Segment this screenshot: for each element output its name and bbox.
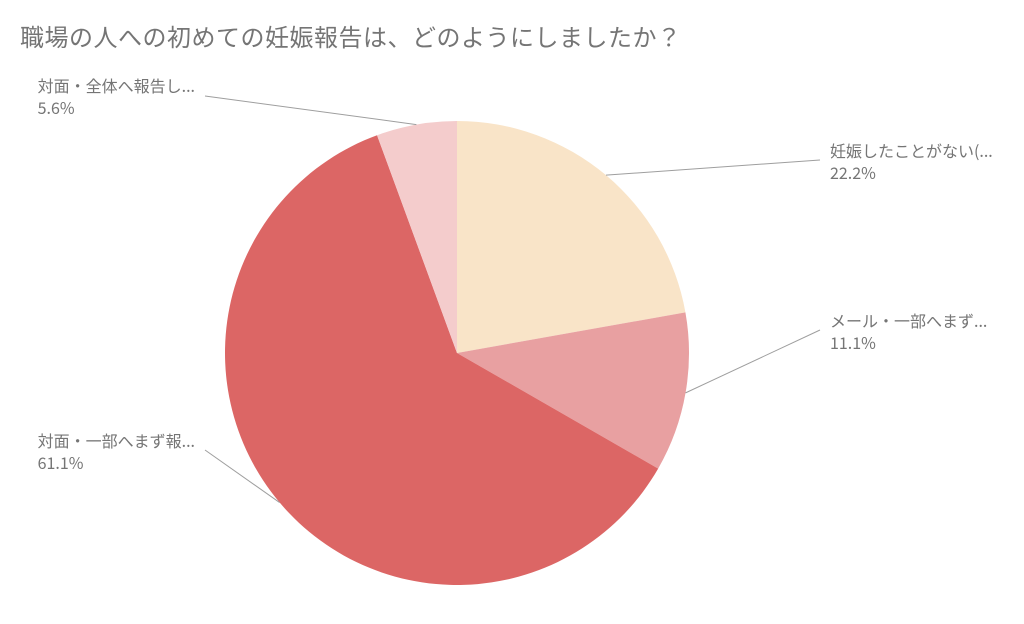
slice-label-percent: 61.1% xyxy=(38,452,195,474)
slice-label-text: 対面・全体へ報告し... xyxy=(38,75,195,97)
slice-label: メール・一部へまず...11.1% xyxy=(830,310,987,353)
pie-slice xyxy=(457,121,685,353)
slice-label-percent: 11.1% xyxy=(830,332,987,354)
slice-label-text: 妊娠したことがない(... xyxy=(830,140,993,162)
slice-label: 対面・一部へまず報...61.1% xyxy=(38,430,195,473)
slice-label-percent: 22.2% xyxy=(830,162,993,184)
slice-label-text: 対面・一部へまず報... xyxy=(38,430,195,452)
leader-line xyxy=(606,160,820,175)
leader-line xyxy=(686,330,820,393)
slice-label: 対面・全体へ報告し...5.6% xyxy=(38,75,195,118)
slice-label-percent: 5.6% xyxy=(38,97,195,119)
slice-label: 妊娠したことがない(...22.2% xyxy=(830,140,993,183)
leader-line xyxy=(205,96,416,125)
slice-label-text: メール・一部へまず... xyxy=(830,310,987,332)
